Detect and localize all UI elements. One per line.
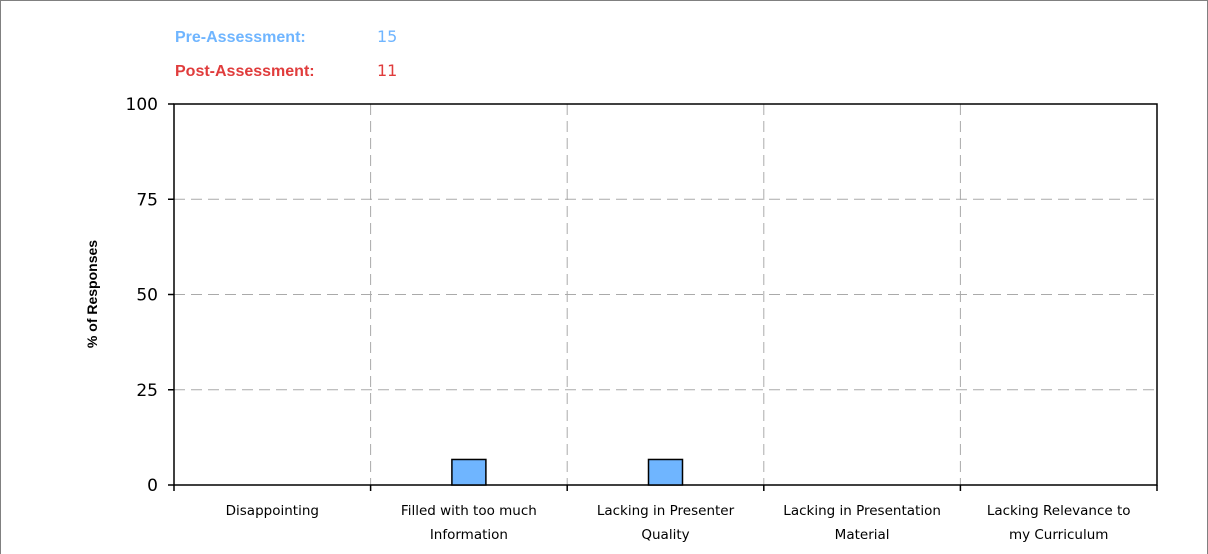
x-category-label: Lacking in Presenter: [597, 503, 735, 519]
y-tick-label: 75: [136, 190, 158, 210]
bar: [451, 458, 487, 486]
x-category-label: Information: [430, 527, 508, 543]
x-category-label: Disappointing: [226, 503, 319, 519]
legend-post: Post-Assessment: 11: [175, 61, 397, 81]
x-category-label: Material: [835, 527, 890, 543]
legend-pre-count: 15: [377, 27, 398, 46]
bar: [647, 458, 684, 486]
y-tick-label: 50: [136, 286, 158, 306]
x-category-label: my Curriculum: [1009, 527, 1108, 543]
x-category-label: Lacking in Presentation: [783, 503, 941, 519]
y-tick-label: 100: [126, 95, 158, 115]
x-category-label: Filled with too much: [401, 503, 537, 519]
legend-pre-label: Pre-Assessment:: [175, 29, 306, 46]
legend-post-label: Post-Assessment:: [175, 63, 315, 80]
legend-post-count: 11: [377, 61, 398, 80]
y-tick-label: 0: [147, 476, 158, 496]
y-tick-label: 25: [136, 381, 158, 401]
x-category-label: Quality: [641, 527, 689, 543]
x-category-label: Lacking Relevance to: [987, 503, 1131, 519]
legend-pre: Pre-Assessment: 15: [175, 27, 397, 47]
